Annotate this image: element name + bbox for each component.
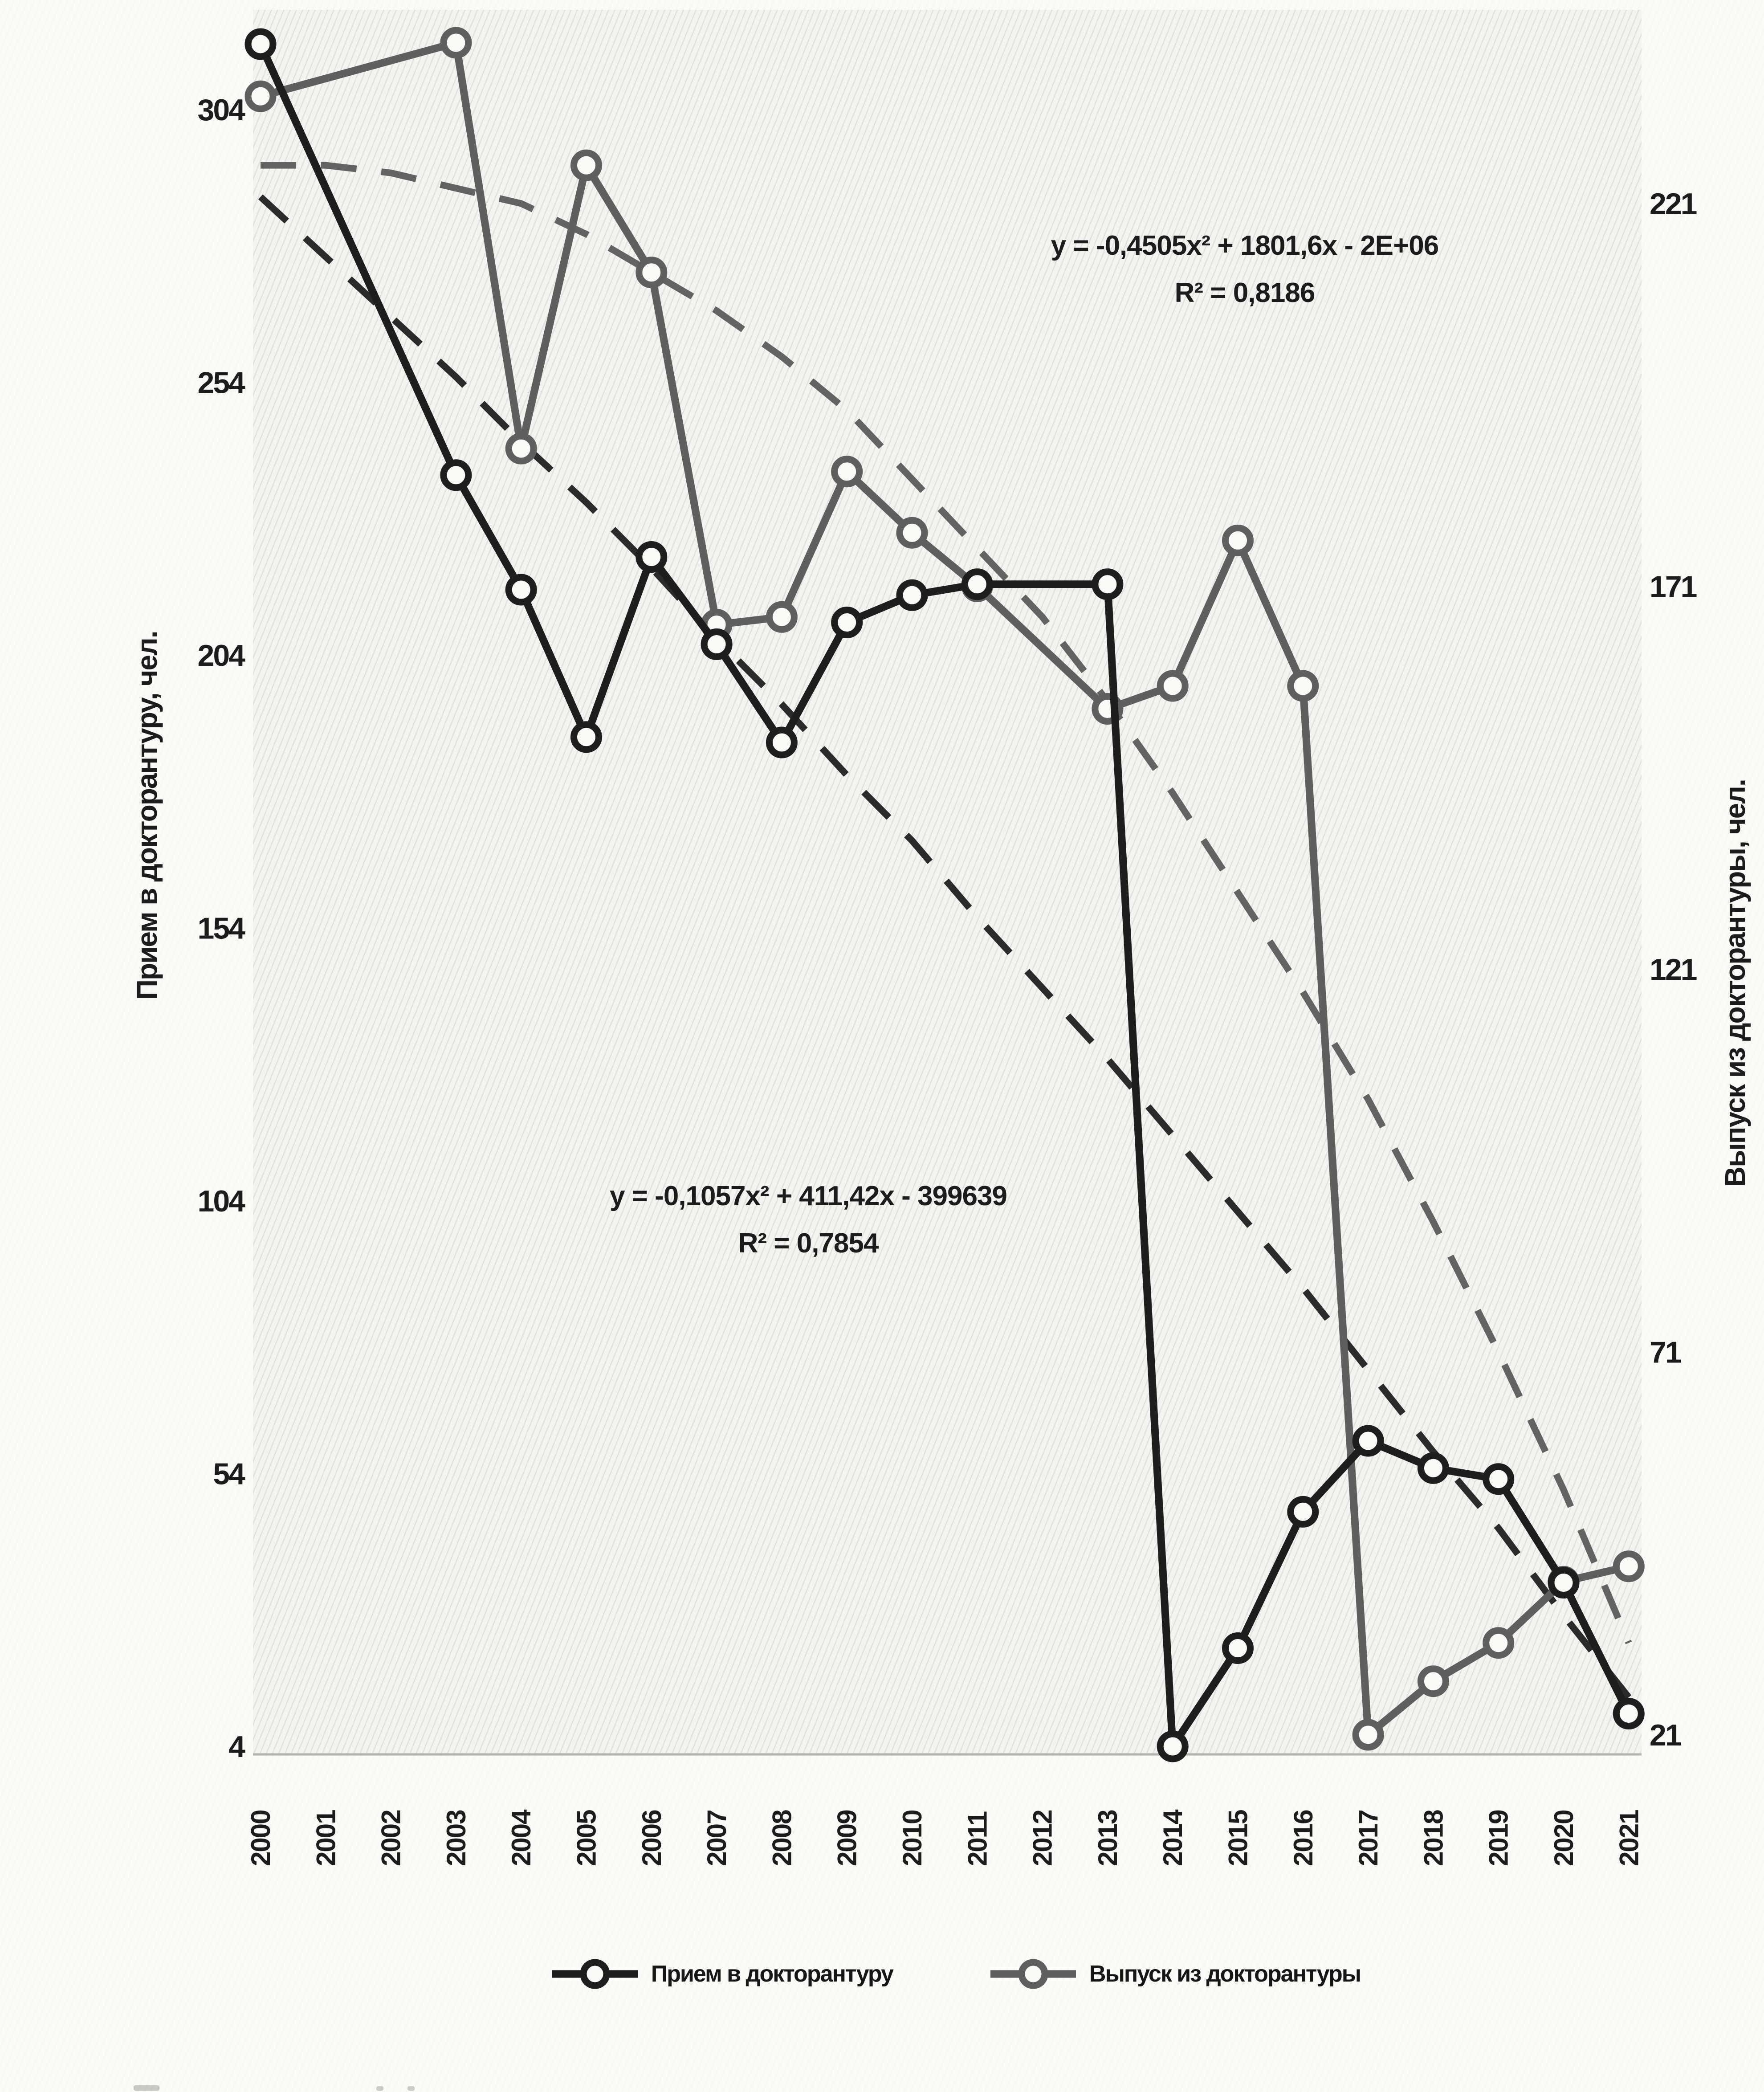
year-label-2009: 2009 <box>832 1810 862 1866</box>
year-label-2015: 2015 <box>1223 1810 1253 1866</box>
graduation-marker-2003 <box>440 27 472 59</box>
scan-artifact <box>134 2085 159 2091</box>
admission-marker-2015 <box>1222 1632 1254 1664</box>
graduation-marker-2006 <box>636 257 668 289</box>
right-axis-tick-21: 21 <box>1650 1718 1681 1752</box>
trendline-admission <box>258 194 1632 1700</box>
admission-marker-2006 <box>636 541 668 573</box>
left-axis-tick-204: 204 <box>198 639 246 673</box>
left-axis-tick-4: 4 <box>228 1730 245 1764</box>
year-label-2006: 2006 <box>637 1810 667 1866</box>
year-label-2010: 2010 <box>897 1811 927 1866</box>
x-axis-year-labels: 2000 2001 2002 2003 2004 2005 2006 2007 2008 2009… <box>246 1809 1644 1866</box>
admission-marker-2020 <box>1548 1567 1580 1599</box>
admission-trendline-equation: y = -0,1057x² + 411,42x - 399639 <box>610 1181 1007 1211</box>
year-label-2014: 2014 <box>1158 1809 1188 1866</box>
legend-label-admission: Прием в докторантуру <box>651 1961 894 1987</box>
year-label-2020: 2020 <box>1549 1811 1579 1866</box>
admission-marker-2003 <box>440 459 472 491</box>
right-axis-title: Выпуск из докторантуры, чел. <box>1719 779 1751 1187</box>
year-label-2011: 2011 <box>962 1811 992 1866</box>
year-label-2017: 2017 <box>1353 1811 1383 1866</box>
admission-marker-2008 <box>766 726 798 759</box>
graduation-marker-2015 <box>1222 524 1254 556</box>
graduation-marker-2008 <box>766 601 798 633</box>
year-label-2001: 2001 <box>311 1810 341 1866</box>
left-axis-tick-154: 154 <box>198 912 246 946</box>
legend-item-graduation: Выпуск из докторантуры <box>989 1956 1361 1992</box>
left-axis-tick-254: 254 <box>198 366 246 400</box>
admission-trendline-r2: R² = 0,7854 <box>738 1228 879 1259</box>
year-label-2007: 2007 <box>702 1811 732 1866</box>
graduation-marker-2017 <box>1352 1719 1384 1751</box>
graduation-marker-2019 <box>1483 1627 1515 1659</box>
graduation-marker-2010 <box>896 517 928 549</box>
admission-marker-2004 <box>505 574 537 606</box>
year-label-2021: 2021 <box>1614 1810 1644 1866</box>
admission-marker-2014 <box>1157 1730 1189 1762</box>
trendlines-layer <box>258 162 1632 1700</box>
trendline-graduation <box>261 162 1632 1644</box>
right-axis-ticks: 221 171 121 71 21 <box>1650 187 1698 1752</box>
graduation-marker-2016 <box>1287 670 1319 702</box>
graduation-marker-2009 <box>831 456 863 488</box>
graduation-series-marker-icon <box>990 1959 1076 1989</box>
series-layer <box>244 27 1645 1762</box>
left-axis-tick-104: 104 <box>198 1184 246 1218</box>
admission-series-marker-icon <box>552 1959 638 1989</box>
chart-legend: Прием в докторантуру Выпуск из докторант… <box>0 1956 1764 1992</box>
graduation-marker-2021 <box>1613 1550 1645 1582</box>
legend-label-graduation: Выпуск из докторантуры <box>1089 1961 1361 1987</box>
admission-marker-2000 <box>244 28 277 60</box>
left-axis-ticks: 304 254 204 154 104 54 4 <box>198 93 247 1764</box>
right-axis-tick-71: 71 <box>1650 1336 1681 1370</box>
admission-marker-2013 <box>1092 568 1124 600</box>
legend-item-admission: Прием в докторантуру <box>550 1956 894 1992</box>
scan-artifact <box>376 2086 383 2091</box>
left-axis-tick-54: 54 <box>213 1457 245 1491</box>
year-label-2018: 2018 <box>1418 1810 1448 1866</box>
year-label-2002: 2002 <box>376 1811 406 1866</box>
graduation-trendline-equation: y = -0,4505x² + 1801,6x - 2E+06 <box>1051 230 1438 261</box>
graduation-marker-2000 <box>244 80 277 112</box>
admission-marker-2021 <box>1613 1698 1645 1729</box>
year-label-2012: 2012 <box>1028 1811 1058 1866</box>
admission-marker-2009 <box>831 607 863 638</box>
year-label-2003: 2003 <box>441 1810 471 1866</box>
admission-marker-2016 <box>1287 1496 1319 1528</box>
right-axis-tick-121: 121 <box>1650 953 1697 987</box>
graduation-marker-2018 <box>1417 1665 1449 1697</box>
right-axis-tick-221: 221 <box>1650 187 1697 221</box>
year-label-2019: 2019 <box>1484 1810 1514 1866</box>
admission-marker-2019 <box>1483 1463 1515 1495</box>
year-label-2000: 2000 <box>246 1811 276 1866</box>
admission-marker-2017 <box>1352 1425 1384 1457</box>
year-label-2005: 2005 <box>572 1810 602 1866</box>
right-axis-tick-171: 171 <box>1650 570 1697 604</box>
year-label-2008: 2008 <box>767 1810 797 1866</box>
year-label-2016: 2016 <box>1288 1810 1318 1866</box>
year-label-2013: 2013 <box>1093 1810 1123 1866</box>
admission-marker-2010 <box>896 579 928 611</box>
admission-marker-2018 <box>1417 1452 1449 1484</box>
graduation-marker-2014 <box>1157 670 1189 702</box>
left-axis-title: Прием в докторантуру, чел. <box>131 631 163 1000</box>
scan-artifact <box>407 2086 415 2091</box>
graduation-marker-2005 <box>570 149 602 181</box>
year-label-2004: 2004 <box>506 1809 536 1866</box>
graduation-marker-2004 <box>505 432 537 465</box>
admission-marker-2011 <box>961 568 993 600</box>
admission-marker-2005 <box>570 721 602 753</box>
graduation-trendline-r2: R² = 0,8186 <box>1175 277 1315 308</box>
left-axis-tick-304: 304 <box>198 93 246 127</box>
admission-marker-2007 <box>701 628 733 660</box>
